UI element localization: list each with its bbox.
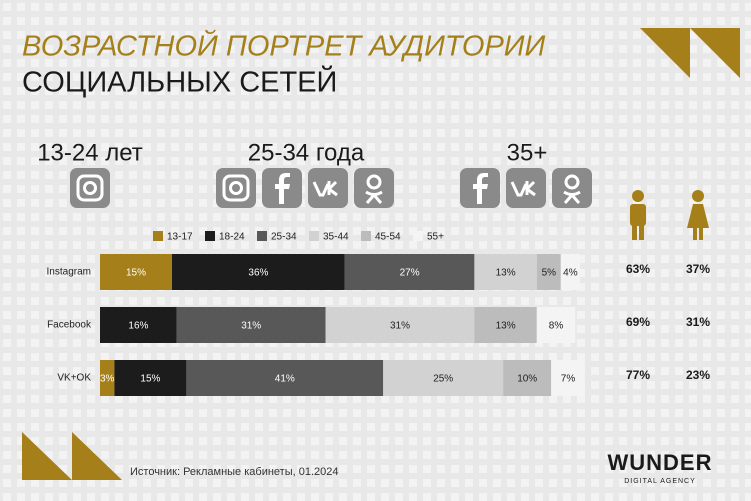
title: ВОЗРАСТНОЙ ПОРТРЕТ АУДИТОРИИ bbox=[22, 29, 546, 63]
category-label: VK+OK bbox=[57, 373, 91, 384]
value-label: 4% bbox=[563, 268, 578, 279]
value-label: 27% bbox=[400, 268, 420, 279]
value-label: 13% bbox=[496, 321, 516, 332]
logo: WUNDER bbox=[608, 450, 713, 475]
bar-segment bbox=[100, 360, 115, 396]
legend-label: 55+ bbox=[427, 232, 444, 243]
legend-swatch bbox=[361, 231, 371, 241]
bar-segment bbox=[474, 254, 537, 290]
male-share: 69% bbox=[626, 315, 650, 329]
legend-swatch bbox=[257, 231, 267, 241]
bar-segment bbox=[172, 254, 345, 290]
bar-segment bbox=[100, 307, 177, 343]
male-share: 63% bbox=[626, 262, 650, 276]
value-label: 10% bbox=[517, 374, 537, 385]
bar-segment bbox=[186, 360, 384, 396]
legend-label: 45-54 bbox=[375, 232, 401, 243]
bar-segment bbox=[114, 360, 187, 396]
group-label: 25-34 года bbox=[248, 139, 365, 166]
gender-icons bbox=[630, 190, 709, 240]
bar-segment bbox=[536, 307, 576, 343]
legend-swatch bbox=[309, 231, 319, 241]
legend-swatch bbox=[153, 231, 163, 241]
logo-subtitle: DIGITAL AGENCY bbox=[624, 478, 696, 485]
value-label: 25% bbox=[433, 374, 453, 385]
female-share: 37% bbox=[686, 262, 710, 276]
legend-swatch bbox=[413, 231, 423, 241]
group-label: 13-24 лет bbox=[37, 139, 143, 166]
bar-segment bbox=[536, 254, 561, 290]
value-label: 3% bbox=[100, 374, 115, 385]
bar-segment bbox=[474, 307, 537, 343]
bar-segment bbox=[344, 254, 475, 290]
value-label: 8% bbox=[549, 321, 564, 332]
source-note: Источник: Рекламные кабинеты, 01.2024 bbox=[130, 466, 339, 478]
value-label: 7% bbox=[561, 374, 576, 385]
legend-label: 25-34 bbox=[271, 232, 297, 243]
bar-segment bbox=[176, 307, 326, 343]
category-label: Facebook bbox=[47, 320, 92, 331]
female-share: 23% bbox=[686, 368, 710, 382]
value-label: 5% bbox=[542, 268, 557, 279]
legend-label: 13-17 bbox=[167, 232, 193, 243]
corner-decoration bbox=[22, 28, 740, 480]
bar-segment bbox=[383, 360, 504, 396]
bar-segment bbox=[100, 254, 172, 290]
bar-segment bbox=[560, 254, 580, 290]
value-label: 15% bbox=[140, 374, 160, 385]
female-share: 31% bbox=[686, 315, 710, 329]
bar-segment bbox=[551, 360, 585, 396]
bar-segment bbox=[503, 360, 552, 396]
value-label: 31% bbox=[241, 321, 261, 332]
value-label: 36% bbox=[248, 268, 268, 279]
value-label: 31% bbox=[390, 321, 410, 332]
legend-label: 18-24 bbox=[219, 232, 245, 243]
value-label: 15% bbox=[126, 268, 146, 279]
value-label: 41% bbox=[275, 374, 295, 385]
subtitle: СОЦИАЛЬНЫХ СЕТЕЙ bbox=[22, 65, 337, 99]
legend-label: 35-44 bbox=[323, 232, 349, 243]
group-label: 35+ bbox=[507, 139, 548, 166]
legend-swatch bbox=[205, 231, 215, 241]
bar-segment bbox=[325, 307, 475, 343]
category-label: Instagram bbox=[47, 267, 91, 278]
social-icons bbox=[70, 168, 592, 208]
value-label: 13% bbox=[496, 268, 516, 279]
value-label: 16% bbox=[128, 321, 148, 332]
male-share: 77% bbox=[626, 368, 650, 382]
